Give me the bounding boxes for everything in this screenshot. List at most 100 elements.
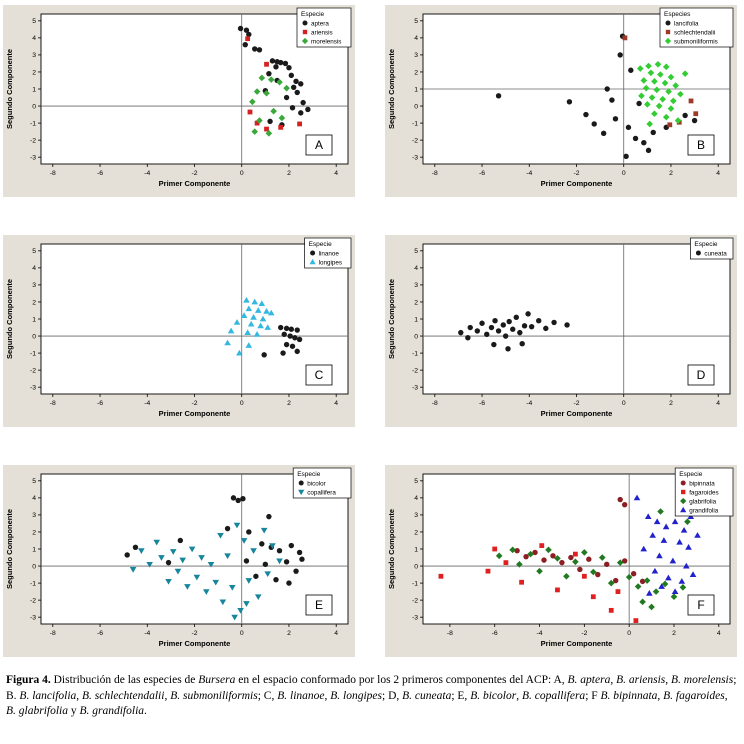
x-axis-label: Primer Componente <box>159 639 231 648</box>
y-tick-label: 1 <box>414 316 418 323</box>
panel-letter-box <box>687 364 715 386</box>
data-point <box>674 117 682 124</box>
data-point <box>458 329 464 336</box>
data-point <box>671 518 679 525</box>
data-point <box>694 532 701 538</box>
x-tick-label: 4 <box>716 170 720 177</box>
y-tick-label: -3 <box>30 154 36 161</box>
data-point <box>203 589 210 595</box>
data-point <box>293 568 299 574</box>
data-point <box>600 130 607 137</box>
data-point <box>258 74 266 82</box>
x-tick-label: -8 <box>447 630 453 637</box>
data-point <box>523 553 529 560</box>
data-point <box>644 101 651 108</box>
y-tick-label: 1 <box>414 546 418 553</box>
y-tick-label: 2 <box>414 69 418 76</box>
data-point <box>646 120 654 128</box>
data-point <box>541 557 547 563</box>
data-point <box>644 513 652 520</box>
data-point <box>292 335 298 341</box>
series-linanoe <box>261 324 303 358</box>
y-tick-label: -2 <box>30 367 36 374</box>
legend: Especie aptera ariensis morelensis <box>296 7 352 48</box>
data-point <box>132 544 139 550</box>
scatter-plot-c: -8 -6 -4 -2 0 2 4 -3 -2 -1 0 1 2 3 4 5 Primer Componente… <box>3 235 355 427</box>
x-tick-label: -2 <box>581 630 587 637</box>
data-point <box>595 571 601 578</box>
y-tick-label: -2 <box>412 597 418 604</box>
data-point <box>294 89 300 96</box>
legend-title: Especie <box>679 471 703 478</box>
caption-segment: , <box>516 689 522 702</box>
data-point <box>651 567 659 574</box>
y-tick-label: 2 <box>32 299 36 306</box>
data-point <box>495 93 502 99</box>
panel-e: -8 -6 -4 -2 0 2 4 -3 -2 -1 0 1 2 3 4 5 Primer Componente… <box>3 465 355 657</box>
data-point <box>506 318 512 325</box>
data-point <box>251 298 259 305</box>
data-point <box>491 341 497 348</box>
data-point <box>243 27 250 33</box>
legend: Especies lancifolia schlechtendalii submoni… <box>659 7 734 48</box>
panel-letter-text: F <box>697 598 704 612</box>
data-point <box>276 548 283 554</box>
data-point <box>612 116 619 122</box>
data-point <box>259 315 267 322</box>
plot-area <box>422 243 731 395</box>
caption-segment: ; F <box>585 689 601 702</box>
legend: Especie cuneata <box>690 237 734 260</box>
legend-marker-circle <box>680 480 686 486</box>
caption-segment: B. linanoe <box>277 689 325 702</box>
data-point <box>559 559 565 566</box>
data-point <box>237 607 244 614</box>
panel-d: -8 -6 -4 -2 0 2 4 -3 -2 -1 0 1 2 3 4 5 Primer Componente… <box>385 235 737 427</box>
data-point <box>245 36 251 42</box>
x-tick-label: 0 <box>240 630 244 637</box>
data-point <box>636 65 644 72</box>
x-tick-label: 2 <box>287 400 291 407</box>
x-tick-label: -6 <box>97 630 103 637</box>
series-fagaroides <box>438 543 639 623</box>
legend-marker-triangle-down <box>298 489 305 496</box>
data-point <box>550 553 556 559</box>
data-point <box>517 329 523 336</box>
data-point <box>467 324 473 331</box>
caption-segment: Distribución de las especies de <box>50 674 199 686</box>
panel-f: -8 -6 -4 -2 0 2 4 -3 -2 -1 0 1 2 3 4 5 Primer Componente… <box>385 465 737 657</box>
data-point <box>233 319 241 325</box>
data-point <box>622 35 628 41</box>
caption-segment: B. glabrifolia <box>6 705 68 718</box>
x-tick-label: 0 <box>240 400 244 407</box>
x-tick-label: -4 <box>526 400 532 407</box>
y-tick-label: 0 <box>414 333 418 340</box>
data-point <box>640 545 648 552</box>
x-tick-label: 4 <box>717 630 721 637</box>
x-axis-label: Primer Componente <box>541 179 613 188</box>
panel-letter-box <box>687 134 715 156</box>
data-point <box>513 314 519 320</box>
legend-title: Especie <box>694 241 718 248</box>
data-point <box>509 546 516 554</box>
legend-marker-circle <box>298 480 304 486</box>
axis-ticks: -8 -6 -4 -2 0 2 4 -3 -2 -1 0 1 2 3 4 5 <box>30 478 338 637</box>
data-point <box>608 607 614 613</box>
x-tick-label: -4 <box>537 630 543 637</box>
caption-segment: , <box>610 674 617 686</box>
data-point <box>667 122 673 128</box>
y-tick-label: 4 <box>32 495 36 502</box>
y-tick-label: 4 <box>32 35 36 42</box>
data-point <box>519 579 524 585</box>
panel-letter-text: D <box>697 368 706 382</box>
data-point <box>263 89 270 97</box>
y-tick-label: 2 <box>414 529 418 536</box>
data-point <box>277 324 284 331</box>
data-point <box>281 331 287 338</box>
data-point <box>240 496 246 502</box>
series-cuneata <box>458 311 570 352</box>
data-point <box>245 342 253 348</box>
caption-segment: ; B. <box>6 674 737 702</box>
data-point <box>277 59 284 66</box>
data-point <box>590 568 597 576</box>
data-point <box>296 549 303 556</box>
